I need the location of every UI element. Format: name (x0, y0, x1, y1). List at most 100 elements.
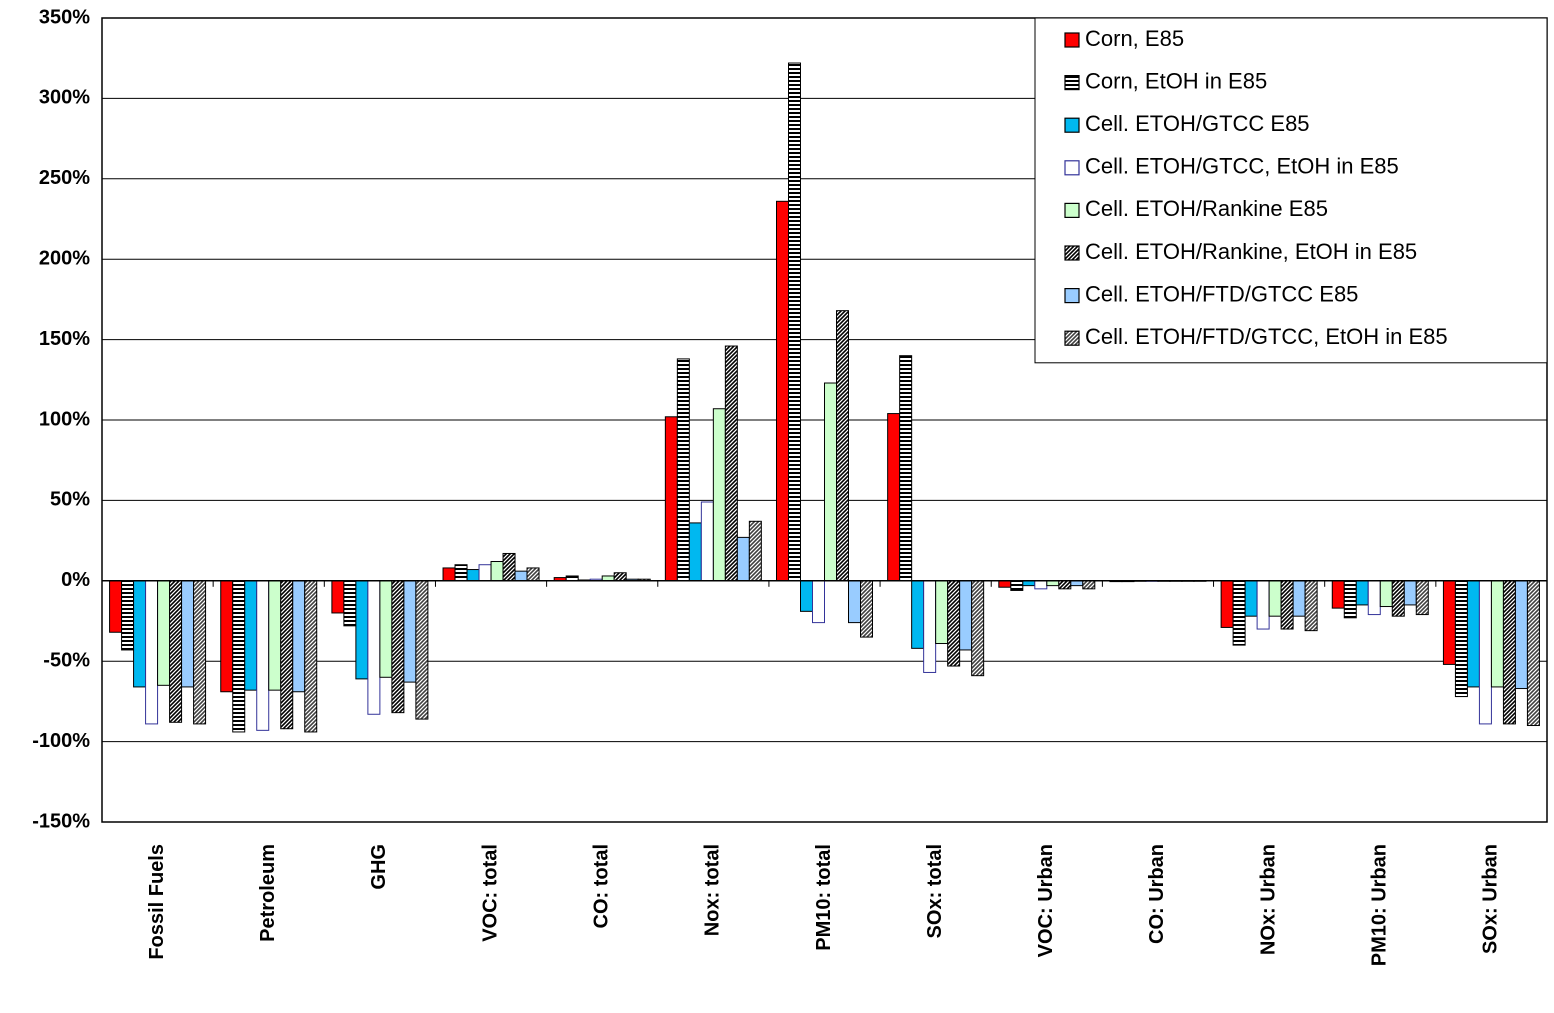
y-tick-label: 100% (39, 408, 90, 430)
bar (1304, 580, 1318, 632)
bar (1391, 580, 1405, 617)
bar (860, 580, 873, 638)
bar (343, 580, 357, 627)
legend-label: Corn, E85 (1085, 26, 1184, 51)
bar (1343, 580, 1357, 619)
bar (1442, 580, 1456, 665)
y-tick-label: 200% (39, 247, 90, 269)
x-tick-label: SOx: Urban (1480, 844, 1502, 954)
bar (1034, 580, 1048, 590)
bar (367, 580, 381, 715)
y-tick-label: 350% (39, 6, 90, 28)
y-tick-label: 50% (50, 489, 90, 511)
legend-label: Cell. ETOH/GTCC, EtOH in E85 (1085, 154, 1399, 179)
bar (700, 501, 714, 582)
bar (1526, 580, 1540, 727)
bar (193, 580, 207, 725)
bar (1466, 580, 1480, 688)
bar (232, 580, 246, 733)
bar (1220, 580, 1234, 628)
y-tick-label: -50% (43, 649, 90, 671)
legend-label: Cell. ETOH/FTD/GTCC E85 (1085, 281, 1358, 306)
bar (355, 580, 369, 680)
bar (1010, 580, 1024, 591)
bar (776, 200, 789, 582)
bar (244, 580, 258, 691)
bar (1490, 580, 1504, 688)
bar (133, 580, 147, 688)
legend-label: Cell. ETOH/Rankine E85 (1085, 196, 1328, 221)
x-tick-label: Nox: total (702, 844, 724, 936)
bar (1256, 580, 1270, 630)
bar (998, 580, 1012, 588)
bar (1415, 580, 1429, 616)
bar (664, 416, 678, 582)
bar (169, 580, 183, 723)
legend-swatch (1064, 288, 1080, 304)
bar (280, 580, 294, 730)
bar (1082, 580, 1096, 590)
legend-label: Cell. ETOH/FTD/GTCC, EtOH in E85 (1085, 324, 1448, 349)
bar (935, 580, 949, 645)
bar (947, 580, 961, 667)
bar (1454, 580, 1468, 698)
x-tick-label: GHG (368, 844, 390, 890)
bar (688, 522, 702, 582)
bar (1058, 580, 1072, 590)
plot-border (101, 17, 1548, 823)
legend-swatch (1064, 117, 1080, 133)
x-tick-label: PM10: total (813, 844, 835, 951)
x-tick-label: VOC: total (479, 844, 501, 942)
bar (676, 358, 690, 582)
bar (1292, 580, 1306, 617)
x-tick-label: VOC: Urban (1035, 844, 1057, 957)
x-tick-label: CO: Urban (1146, 844, 1168, 944)
bar (478, 564, 492, 582)
x-tick-label: Petroleum (257, 844, 279, 942)
bar (1379, 580, 1393, 608)
bar (788, 62, 801, 582)
legend-swatch (1064, 160, 1080, 176)
legend-swatch (1064, 202, 1080, 218)
bar (911, 580, 925, 649)
bar (748, 520, 762, 582)
bar (971, 580, 985, 677)
bar (736, 536, 750, 582)
bar (1514, 580, 1528, 690)
y-tick-label: 250% (39, 167, 90, 189)
x-tick-label: CO: total (590, 844, 612, 928)
bar (887, 413, 901, 582)
bar (1502, 580, 1516, 725)
bar (1268, 580, 1282, 617)
bar (1280, 580, 1294, 630)
bar (1331, 580, 1345, 609)
bar (454, 564, 468, 582)
legend-swatch (1064, 245, 1080, 261)
x-tick-label: PM10: Urban (1369, 844, 1391, 966)
y-tick-label: 150% (39, 328, 90, 350)
bar (109, 580, 123, 633)
bar (490, 561, 504, 582)
bar (304, 580, 318, 733)
bar (502, 552, 516, 582)
bar (800, 580, 813, 612)
bar (1355, 580, 1369, 606)
bar (415, 580, 429, 720)
bar (1403, 580, 1417, 606)
bar (824, 382, 837, 582)
bar (1244, 580, 1258, 617)
bar (1478, 580, 1492, 725)
bar (256, 580, 270, 731)
bar (379, 580, 393, 678)
y-tick-label: -150% (32, 810, 90, 832)
bar (292, 580, 306, 693)
bar (724, 345, 738, 582)
bar (812, 580, 825, 624)
y-tick-label: 300% (39, 87, 90, 109)
legend-box (1034, 17, 1548, 364)
x-tick-label: Fossil Fuels (146, 844, 168, 960)
bar (613, 572, 627, 582)
legend-swatch (1064, 330, 1080, 346)
